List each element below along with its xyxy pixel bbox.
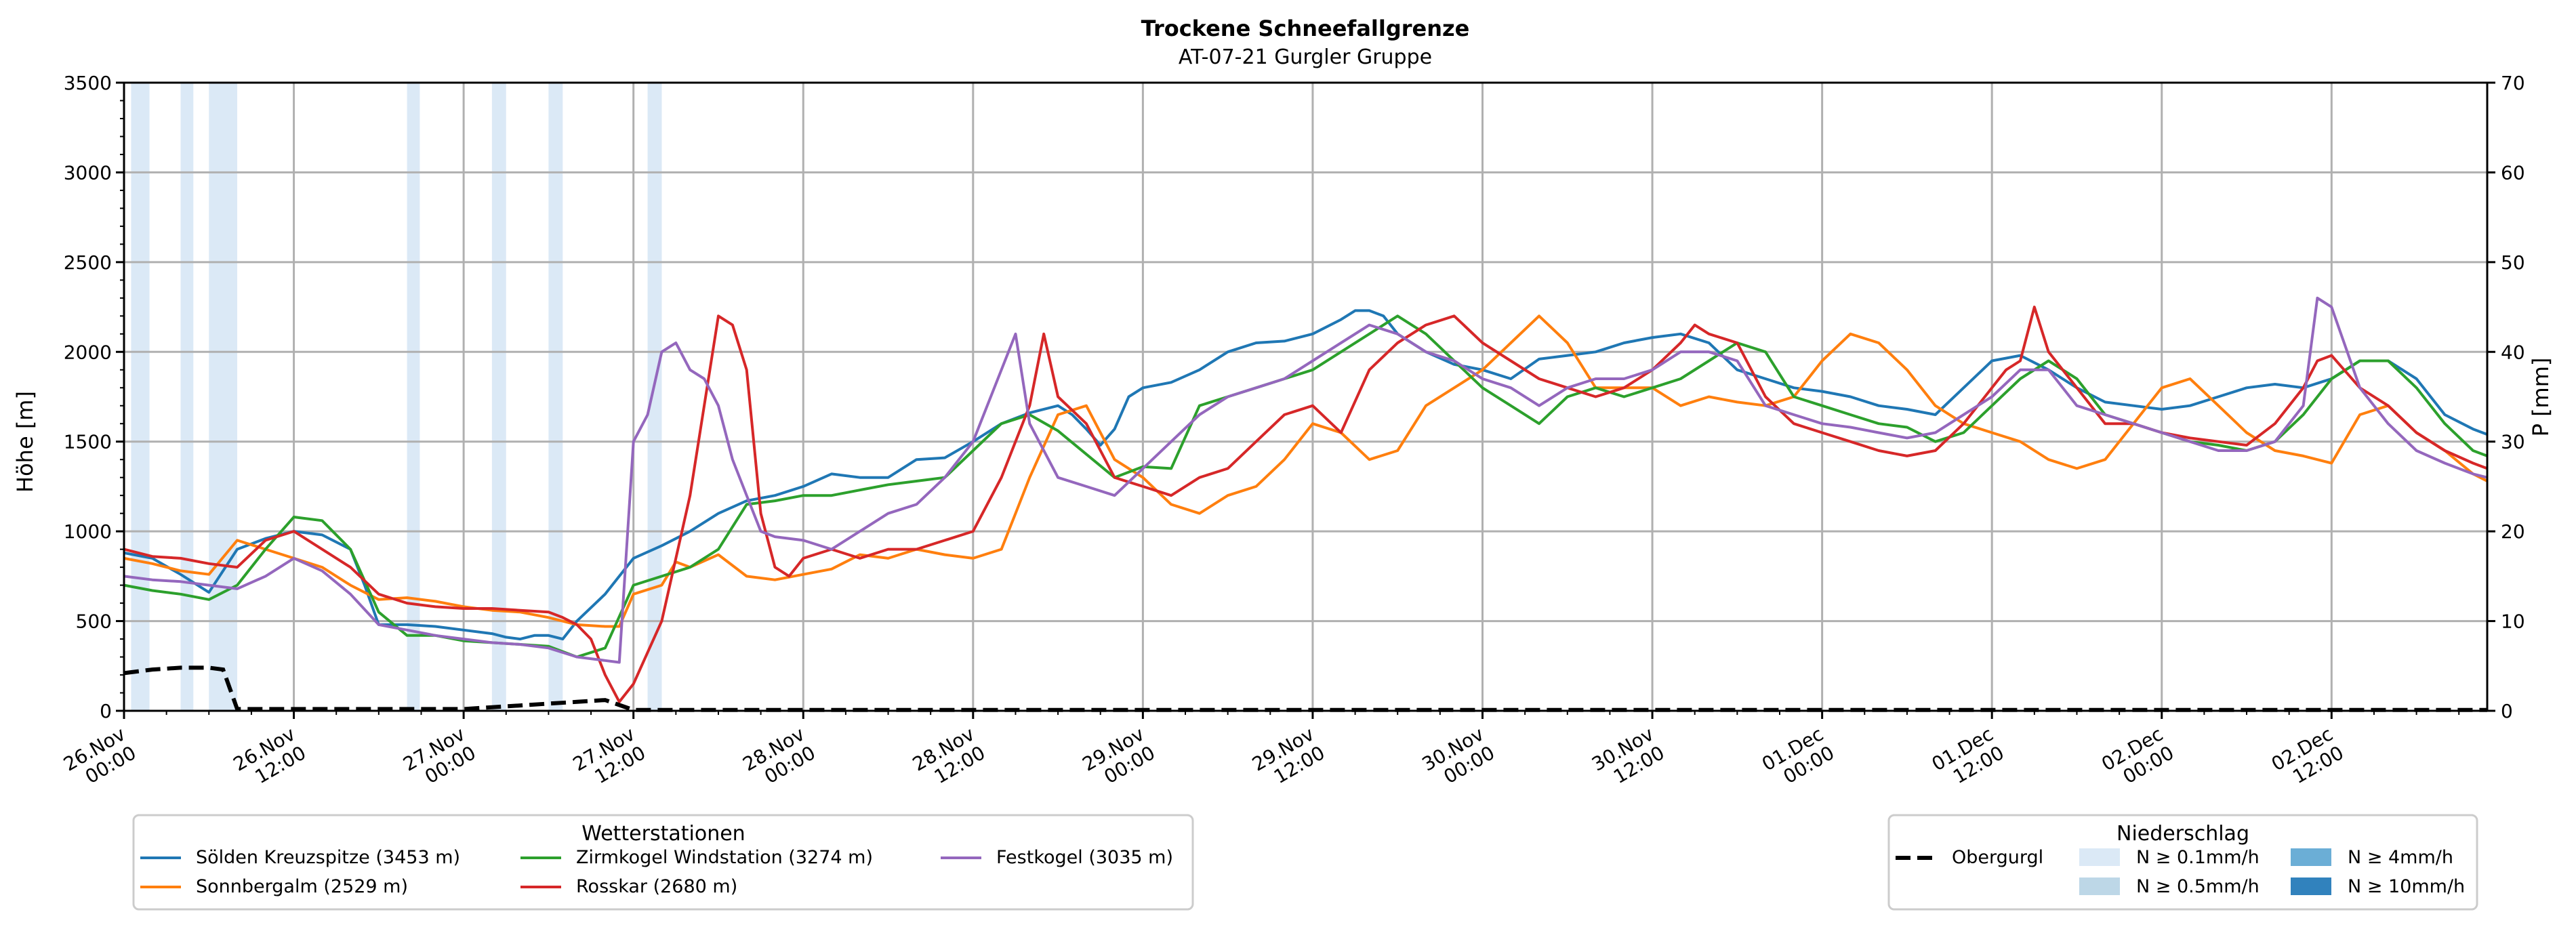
y-tick-label: 2000 xyxy=(64,341,112,363)
legend-precip-label: N ≥ 0.1mm/h xyxy=(2136,847,2260,868)
chart-subtitle: AT-07-21 Gurgler Gruppe xyxy=(1179,45,1432,69)
y-right-tick-label: 20 xyxy=(2501,520,2525,543)
series-line xyxy=(123,314,2488,628)
y-tick-label: 2500 xyxy=(64,251,112,274)
precip-band xyxy=(647,83,662,711)
legend-station-label: Zirmkogel Windstation (3274 m) xyxy=(576,847,873,868)
plot-frame xyxy=(123,81,2489,712)
legend-station-label: Sonnbergalm (2529 m) xyxy=(196,876,408,897)
legend-station-label: Rosskar (2680 m) xyxy=(576,876,737,897)
legend-stations-title: Wetterstationen xyxy=(581,822,745,846)
legend-station-label: Sölden Kreuzspitze (3453 m) xyxy=(196,847,460,868)
y-right-tick-label: 30 xyxy=(2501,431,2525,453)
legend-precipitation: Niederschlag Obergurgl N ≥ 0.1mm/h N ≥ 0.5m… xyxy=(1887,814,2478,911)
precip-band xyxy=(180,83,194,711)
y-right-tick-label: 0 xyxy=(2501,700,2513,722)
series-line xyxy=(123,296,2488,664)
legend-stations: Wetterstationen Sölden Kreuzspitze (3453 … xyxy=(132,814,1194,911)
legend-precip-label: N ≥ 10mm/h xyxy=(2348,876,2465,897)
precip-band xyxy=(491,83,506,711)
series-line xyxy=(123,309,2488,641)
y-right-tick-label: 40 xyxy=(2501,341,2525,363)
obergurgl-line xyxy=(123,665,2487,712)
legend-precip-swatch xyxy=(2291,878,2331,895)
legend-obergurgl-label: Obergurgl xyxy=(1952,847,2043,868)
y-right-tick-label: 60 xyxy=(2501,161,2525,184)
legend-precip-swatch xyxy=(2079,848,2120,866)
y-tick-label: 500 xyxy=(76,611,112,633)
y-tick-label: 3500 xyxy=(64,72,112,94)
y-right-tick-label: 50 xyxy=(2501,251,2525,274)
legend-precip-label: N ≥ 4mm/h xyxy=(2348,847,2453,868)
y-right-tick-label: 10 xyxy=(2501,611,2525,633)
series-line xyxy=(123,306,2488,703)
precip-band xyxy=(131,83,150,711)
legend-precip-title: Niederschlag xyxy=(2117,822,2249,846)
y-axis-label: Höhe [m] xyxy=(12,391,38,493)
legend-stations-box xyxy=(132,814,1194,911)
legend-station-label: Festkogel (3035 m) xyxy=(996,847,1173,868)
precip-band xyxy=(209,83,238,711)
precip-band xyxy=(407,83,420,711)
y-axis-right-label: P [mm] xyxy=(2528,358,2554,437)
chart-title: Trockene Schneefallgrenze xyxy=(1141,16,1470,41)
y-tick-label: 1000 xyxy=(64,520,112,543)
y-tick-label: 0 xyxy=(100,700,112,722)
legend-precip-swatch xyxy=(2291,848,2331,866)
y-tick-label: 3000 xyxy=(64,161,112,184)
plot-area: 0 500 1000 1500 2000 2500 3000 3500 0 10 20 30 40 50 6… xyxy=(60,72,2525,788)
precip-band xyxy=(548,83,563,711)
legend-precip-swatch xyxy=(2079,878,2120,895)
y-right-tick-label: 70 xyxy=(2501,72,2525,94)
series-line xyxy=(123,314,2488,659)
legend-precip-label: N ≥ 0.5mm/h xyxy=(2136,876,2260,897)
y-tick-label: 1500 xyxy=(64,431,112,453)
